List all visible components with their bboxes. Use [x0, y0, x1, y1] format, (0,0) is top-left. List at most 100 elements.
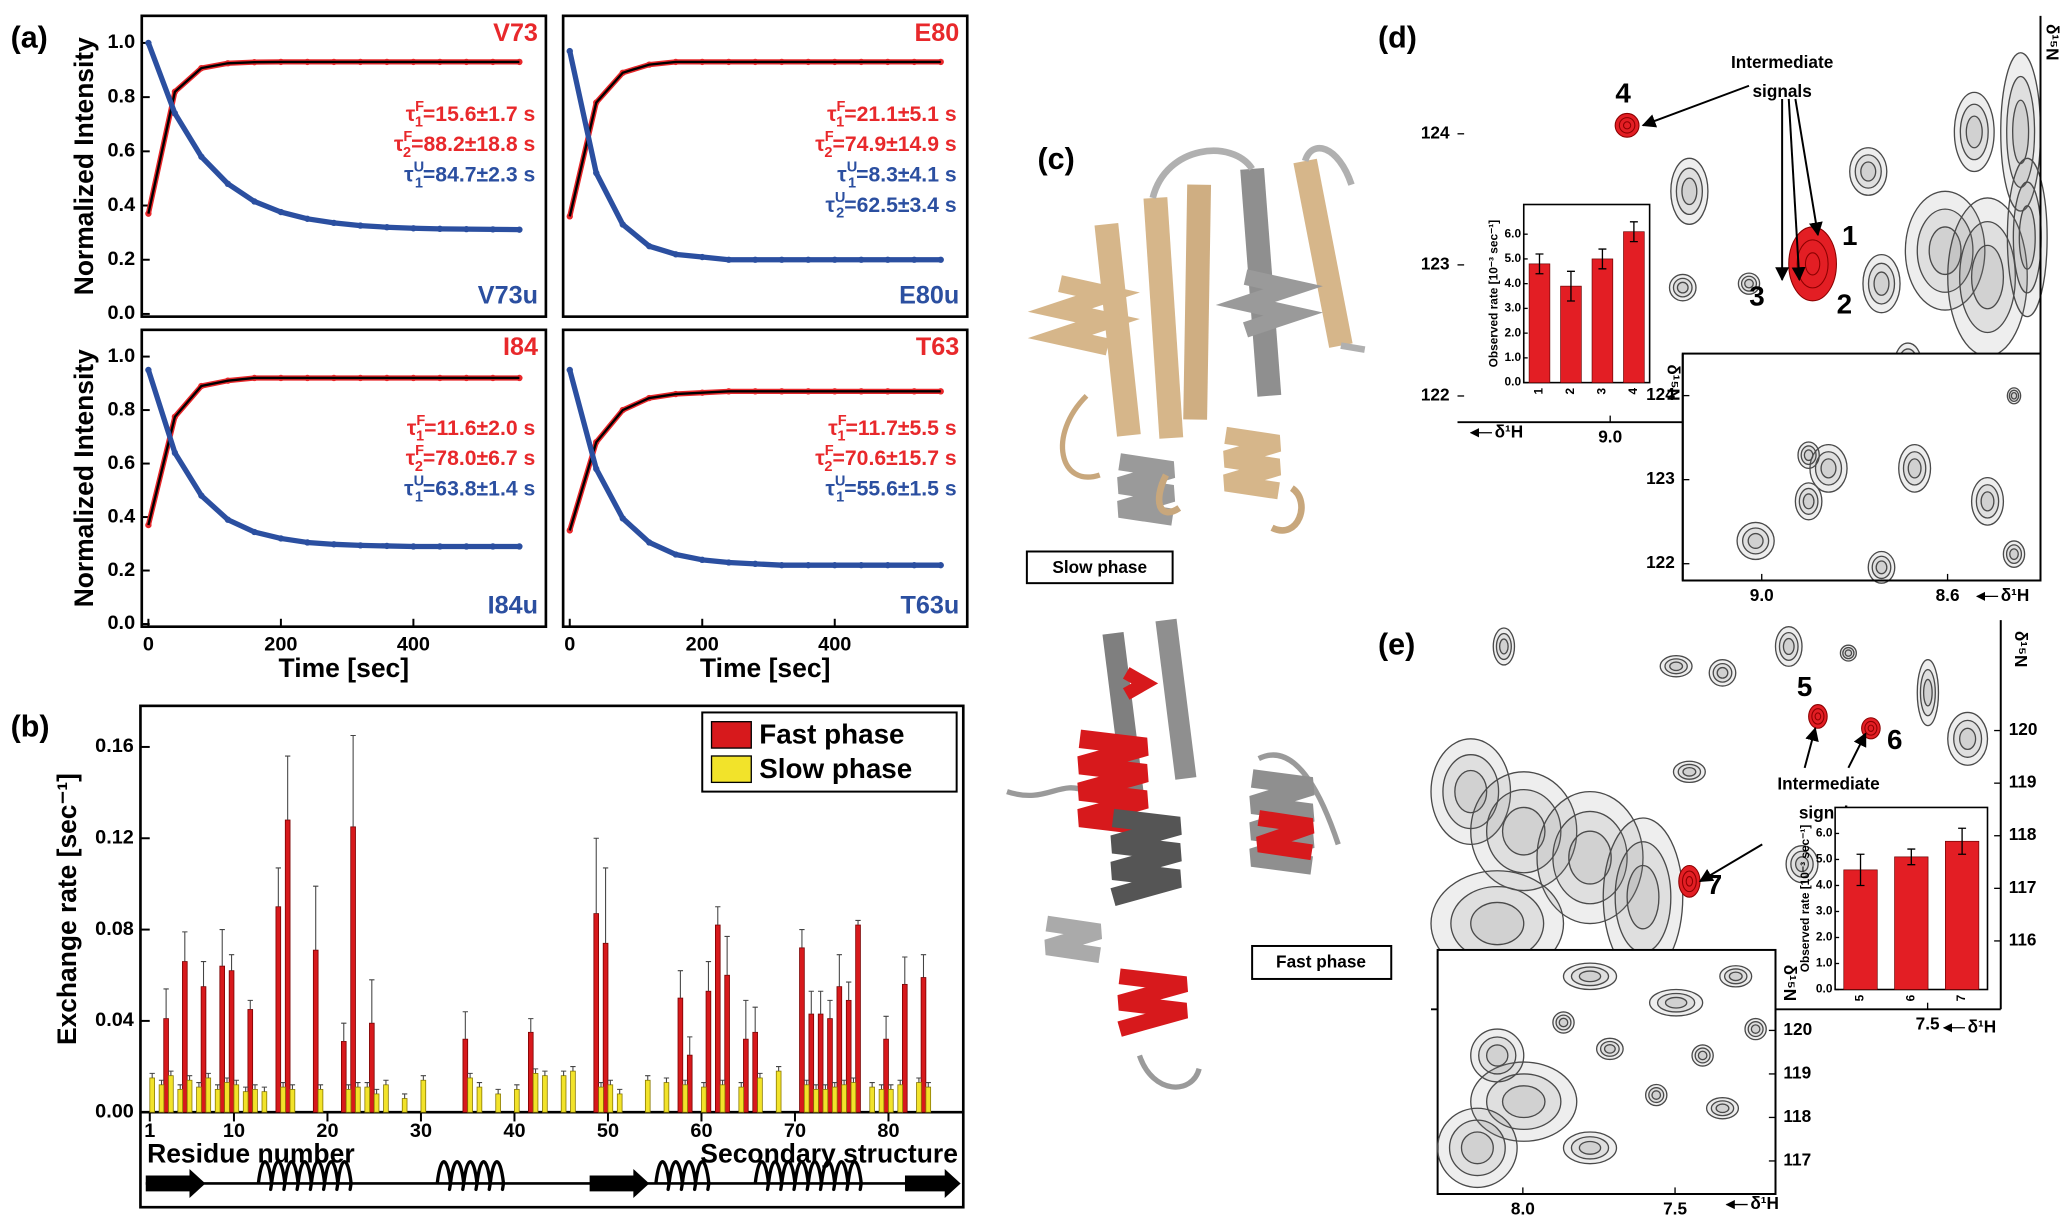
error-bar — [177, 1084, 183, 1090]
fit-curve-black — [568, 60, 941, 217]
bar — [462, 1038, 469, 1113]
x-axis-label: δ¹H — [1495, 421, 1524, 441]
bar — [817, 1013, 824, 1113]
bar — [616, 1093, 623, 1113]
annotation: τF 2=88.2±18.8 s — [394, 129, 535, 161]
error-bar — [514, 1084, 520, 1090]
tau-symbol: τ — [815, 133, 825, 156]
error-bar — [401, 1093, 408, 1099]
subscript: 2 — [415, 459, 423, 475]
tau-symbol: τ — [406, 447, 416, 470]
subscript: 1 — [836, 115, 844, 131]
annotation: τF 2=74.9±14.9 s — [815, 129, 956, 161]
panel-label: (d) — [1378, 21, 1417, 55]
error-bar — [883, 1015, 889, 1040]
bar — [757, 1077, 763, 1113]
subscript: 2 — [403, 145, 411, 161]
tau-symbol: τ — [404, 163, 414, 186]
y-tick-label: 0.08 — [95, 918, 134, 940]
label-box — [1025, 550, 1174, 585]
annotation: Intermediate — [1777, 774, 1879, 794]
superscript: F — [825, 129, 834, 145]
contour — [1603, 1044, 1616, 1054]
bar — [803, 1084, 810, 1113]
y-tick-label: 0.4 — [108, 505, 136, 527]
x-axis-label: δ¹H — [2001, 585, 2030, 605]
y-tick-label: 123 — [1421, 253, 1450, 273]
subscript: 1 — [837, 429, 845, 445]
error-bar — [233, 1079, 239, 1085]
bar — [224, 1082, 230, 1113]
bar — [701, 1086, 707, 1113]
error-bar — [420, 1075, 426, 1081]
contour — [1501, 806, 1546, 856]
peak-label: 4 — [1615, 77, 1631, 108]
annotation-text: =62.5±3.4 s — [844, 193, 956, 216]
y-tick-label: 119 — [1783, 1062, 1811, 1082]
y-tick-label: 6.0 — [1816, 826, 1833, 840]
contour — [1672, 277, 1693, 298]
x-tick-label: 9.0 — [1598, 427, 1622, 447]
bar — [686, 1054, 693, 1113]
x-tick-label: 30 — [410, 1120, 432, 1142]
contour — [1794, 856, 1810, 873]
panel-label: (b) — [11, 709, 50, 743]
error-bar — [846, 981, 852, 1001]
y-tick-label: 124 — [1646, 384, 1675, 404]
y-tick-label: 0.6 — [108, 140, 136, 162]
bar — [1591, 258, 1614, 383]
contour — [1798, 487, 1819, 515]
error-bar — [817, 990, 824, 1015]
bar — [827, 1018, 833, 1113]
y-tick-label: 0.0 — [108, 612, 136, 634]
y-tick-label: 118 — [1783, 1106, 1811, 1126]
contour — [1782, 637, 1795, 656]
contour — [1959, 220, 2016, 334]
y-tick-label: 3.0 — [1816, 904, 1833, 918]
y-tick-label: 118 — [2009, 824, 2037, 844]
signal-contour — [1804, 252, 1821, 276]
bar — [855, 924, 861, 1113]
bar — [163, 1018, 169, 1113]
x-tick-label: 20 — [316, 1120, 338, 1142]
bar — [560, 1075, 567, 1113]
error-bar — [163, 988, 169, 1019]
strand — [904, 1168, 961, 1198]
contour — [1694, 1047, 1711, 1064]
bar — [822, 1088, 829, 1113]
error-bar — [224, 1077, 230, 1083]
x-tick-label: 5 — [1853, 994, 1867, 1001]
error-bar — [897, 1079, 903, 1085]
bar — [1945, 840, 1980, 990]
x-tick-label: 10 — [223, 1120, 245, 1142]
bar — [845, 999, 852, 1113]
bar — [542, 1075, 548, 1113]
y-tick-label: 0.00 — [95, 1100, 134, 1122]
contour — [1498, 638, 1509, 655]
error-bar — [757, 1072, 763, 1078]
contour — [1916, 208, 1974, 293]
bar — [878, 1088, 885, 1113]
annotation-text: =74.9±14.9 s — [833, 133, 957, 156]
annotation: τF 1=21.1±5.1 s — [827, 99, 957, 131]
contour — [1570, 966, 1610, 987]
annotation-text: =15.6±1.7 s — [423, 102, 535, 125]
x-tick-label: 6 — [1903, 994, 1917, 1001]
error-bar — [261, 1086, 268, 1092]
bar — [607, 1084, 614, 1113]
y-tick-label: 120 — [2009, 719, 2038, 739]
bar — [836, 986, 843, 1113]
contour — [1651, 1090, 1662, 1100]
y-tick-label: 2.0 — [1505, 325, 1522, 339]
annotation-text: =84.7±2.3 s — [423, 163, 535, 186]
error-bar — [542, 1070, 548, 1076]
error-bar — [383, 1079, 389, 1085]
y-tick-label: 0.12 — [95, 827, 134, 849]
label-box — [1251, 944, 1393, 980]
error-bar — [186, 1075, 193, 1081]
y-axis-label: Observed rate [10⁻³ sec⁻¹] — [1487, 220, 1501, 368]
annotation-text: =8.3±4.1 s — [856, 163, 957, 186]
series-label: V73u — [478, 282, 538, 310]
contour — [1599, 1040, 1620, 1057]
error-bar — [813, 1084, 819, 1090]
